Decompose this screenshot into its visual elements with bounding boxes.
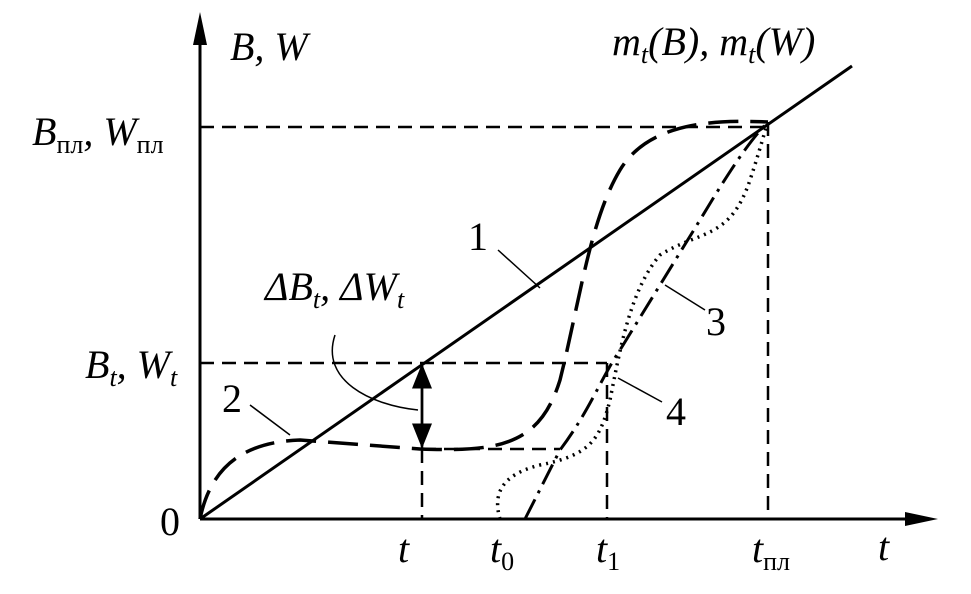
subscript: t: [109, 363, 117, 392]
leader: [664, 284, 706, 311]
leader: [497, 249, 541, 289]
curve-4: [495, 121, 770, 520]
y-mark: Bt, Wt: [85, 342, 178, 392]
text-part: m: [612, 19, 641, 64]
text-part: t: [878, 524, 890, 569]
x-arrow: [905, 512, 938, 526]
leader: [617, 377, 663, 403]
subscript: t: [170, 363, 178, 392]
x-mark: t0: [490, 526, 514, 576]
text-part: 1: [468, 214, 488, 259]
y-mark: Bпл, Wпл: [32, 109, 164, 159]
subscript: t: [748, 40, 756, 69]
x-mark: t1: [596, 526, 620, 576]
curve-label: 1: [468, 214, 488, 259]
subscript: t: [397, 285, 405, 314]
text-part: 3: [706, 299, 726, 344]
text-part: , W: [83, 109, 140, 154]
text-part: B: [32, 109, 56, 154]
text-part: , ΔW: [320, 264, 400, 309]
top-label: mt(B), mt(W): [612, 19, 815, 69]
leader: [249, 404, 291, 436]
text-part: t: [596, 526, 608, 571]
origin-label: 0: [160, 499, 180, 544]
text-part: B: [85, 342, 109, 387]
curve-1: [199, 64, 853, 521]
y-arrow: [193, 12, 207, 45]
text-part: t: [490, 526, 502, 571]
delta-label: ΔBt, ΔWt: [263, 264, 405, 314]
text-part: 4: [666, 389, 686, 434]
text-part: 0: [160, 499, 180, 544]
text-part: t: [752, 526, 764, 571]
text-part: , W: [117, 342, 174, 387]
y-axis-label: B, W: [230, 24, 311, 69]
subscript: 0: [501, 547, 514, 576]
text-part: t: [398, 526, 410, 571]
subscript: 1: [607, 547, 620, 576]
subscript: t: [641, 40, 649, 69]
curve-label: 2: [222, 376, 242, 421]
subscript: пл: [56, 130, 83, 159]
leader: [331, 334, 419, 411]
text-part: B, W: [230, 24, 311, 69]
curve-label: 4: [666, 389, 686, 434]
curve-label: 3: [706, 299, 726, 344]
x-mark: t: [398, 526, 410, 571]
text-part: (B), m: [648, 19, 748, 64]
text-part: 2: [222, 376, 242, 421]
curve-2: [198, 119, 769, 520]
subscript: пл: [137, 130, 164, 159]
x-axis-label: t: [878, 524, 890, 569]
subscript: пл: [763, 547, 790, 576]
x-mark: tпл: [752, 526, 790, 576]
curve-3: [523, 120, 770, 520]
text-part: (W): [755, 19, 815, 64]
subscript: t: [313, 285, 321, 314]
text-part: ΔB: [263, 264, 313, 309]
